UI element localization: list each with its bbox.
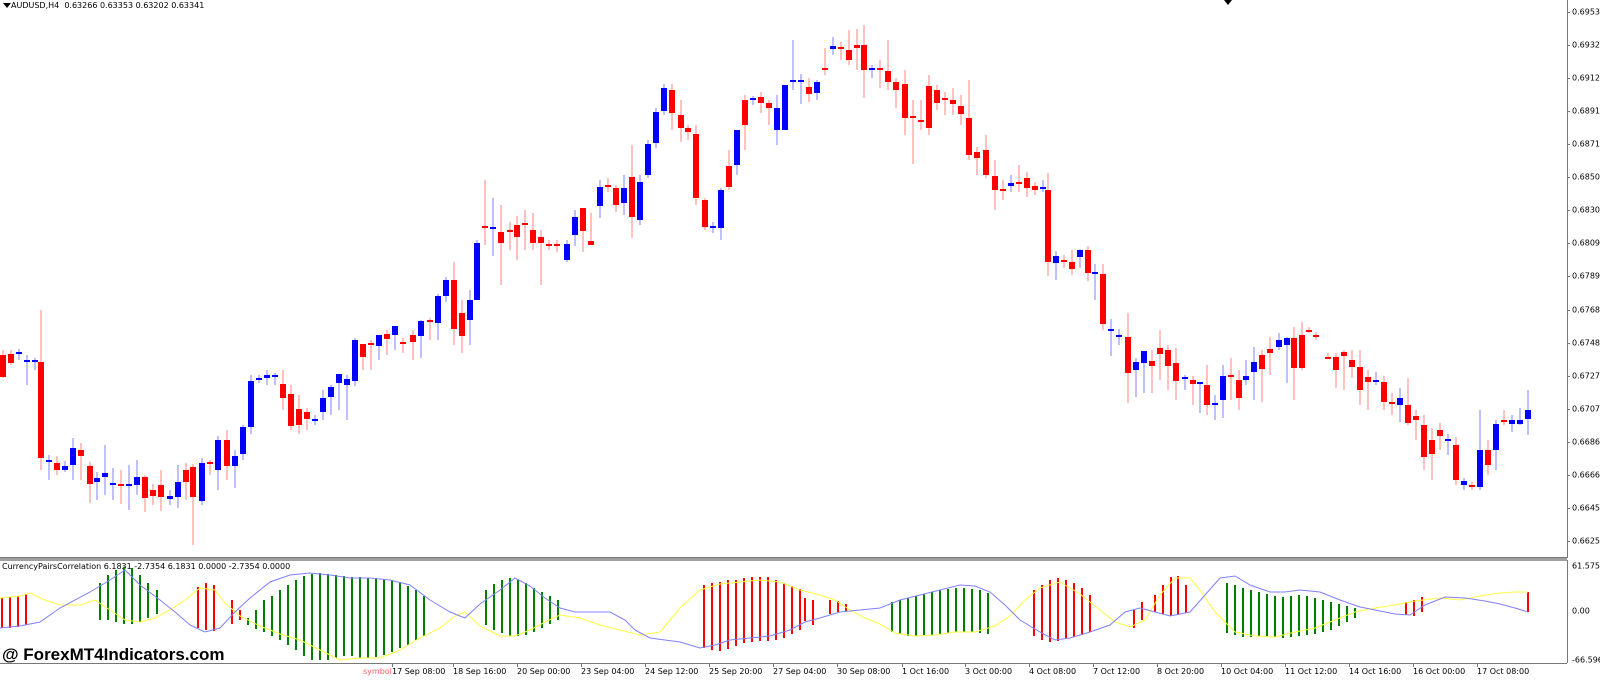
time-tick: [517, 664, 518, 667]
time-label: 7 Oct 12:00: [1093, 667, 1141, 676]
watermark: @ ForexMT4Indicators.com: [2, 645, 225, 664]
time-tick: [1093, 664, 1094, 667]
time-tick: [1029, 664, 1030, 667]
time-label: 4 Oct 08:00: [1029, 667, 1077, 676]
candlestick-series: [0, 25, 1531, 545]
time-tick: [645, 664, 646, 667]
price-tick: [1567, 45, 1570, 47]
time-label: 3 Oct 00:00: [965, 667, 1013, 676]
price-tick: [1567, 474, 1570, 476]
time-label: 20 Sep 00:00: [517, 667, 571, 676]
time-label: 11 Oct 12:00: [1285, 667, 1338, 676]
price-label: 0.68095: [1572, 238, 1600, 248]
indicator-scale-min: -66.5968: [1572, 655, 1600, 665]
time-label: 27 Sep 04:00: [773, 667, 827, 676]
time-tick: [1157, 664, 1158, 667]
time-label: 24 Sep 12:00: [645, 667, 699, 676]
price-label: 0.67685: [1572, 305, 1600, 315]
price-chart-window[interactable]: AUDUSD,H4 0.63266 0.63353 0.63202 0.6334…: [0, 0, 1568, 558]
price-label: 0.68505: [1572, 172, 1600, 182]
price-label: 0.66250: [1572, 536, 1600, 546]
price-tick: [1567, 144, 1570, 146]
time-label: 14 Oct 16:00: [1349, 667, 1402, 676]
time-label: 25 Sep 20:00: [709, 667, 763, 676]
price-tick: [1567, 507, 1570, 509]
price-tick: [1567, 12, 1570, 13]
indicator-plot: [0, 567, 1529, 661]
price-tick: [1567, 342, 1570, 344]
price-tick: [1567, 177, 1570, 179]
time-label: 17 Oct 08:00: [1477, 667, 1530, 676]
price-label: 0.69325: [1572, 40, 1600, 50]
time-tick: [1285, 664, 1286, 667]
time-axis[interactable]: symbol 17 Sep 08:00 18 Sep 16:00 20 Sep 00…: [0, 663, 1567, 691]
price-tick: [1567, 276, 1570, 278]
price-tick: [1567, 78, 1570, 80]
time-tick: [773, 664, 774, 667]
time-label: 30 Sep 08:00: [837, 667, 891, 676]
time-tick: [902, 664, 903, 667]
symbol-timeframe: AUDUSD,H4: [11, 1, 60, 10]
time-label: 16 Oct 00:00: [1413, 667, 1466, 676]
price-label: 0.66455: [1572, 503, 1600, 513]
time-tick: [581, 664, 582, 667]
price-tick: [1567, 111, 1570, 113]
time-tick: [453, 664, 454, 667]
window-separator[interactable]: [0, 557, 1567, 561]
price-tick: [1567, 210, 1570, 212]
time-label: 1 Oct 16:00: [902, 667, 950, 676]
time-label: 8 Oct 20:00: [1157, 667, 1205, 676]
price-tick: [1567, 243, 1570, 245]
time-tick: [837, 664, 838, 667]
time-tick: [1477, 664, 1478, 667]
time-label: 17 Sep 08:00: [392, 667, 446, 676]
indicator-window[interactable]: CurrencyPairsCorrelation 6.1831 -2.7354 …: [0, 560, 1568, 663]
price-label: 0.68915: [1572, 106, 1600, 116]
chart-title: AUDUSD,H4 0.63266 0.63353 0.63202 0.6334…: [11, 1, 204, 10]
symbol-label: symbol: [363, 667, 392, 676]
time-label: 18 Sep 16:00: [453, 667, 507, 676]
time-label: 10 Oct 04:00: [1221, 667, 1274, 676]
price-tick: [1567, 408, 1570, 410]
ohlc-values: 0.63266 0.63353 0.63202 0.63341: [64, 1, 205, 10]
time-label: 23 Sep 04:00: [581, 667, 635, 676]
price-tick: [1567, 441, 1570, 443]
indicator-scale-max: 61.5752: [1572, 561, 1600, 571]
time-tick: [1349, 664, 1350, 667]
time-tick: [709, 664, 710, 667]
price-label: 0.67275: [1572, 371, 1600, 381]
time-tick: [965, 664, 966, 667]
price-tick: [1567, 375, 1570, 377]
time-tick: [1221, 664, 1222, 667]
dropdown-triangle-icon[interactable]: [3, 3, 11, 8]
price-tick: [1567, 309, 1570, 311]
price-label: 0.66865: [1572, 437, 1600, 447]
indicator-title: CurrencyPairsCorrelation 6.1831 -2.7354 …: [2, 562, 291, 571]
time-tick: [392, 664, 393, 667]
indicator-scale-zero: 0.00: [1572, 606, 1590, 616]
time-tick: [1413, 664, 1414, 667]
price-tick: [1567, 540, 1570, 542]
shift-marker-icon[interactable]: [1224, 0, 1232, 5]
